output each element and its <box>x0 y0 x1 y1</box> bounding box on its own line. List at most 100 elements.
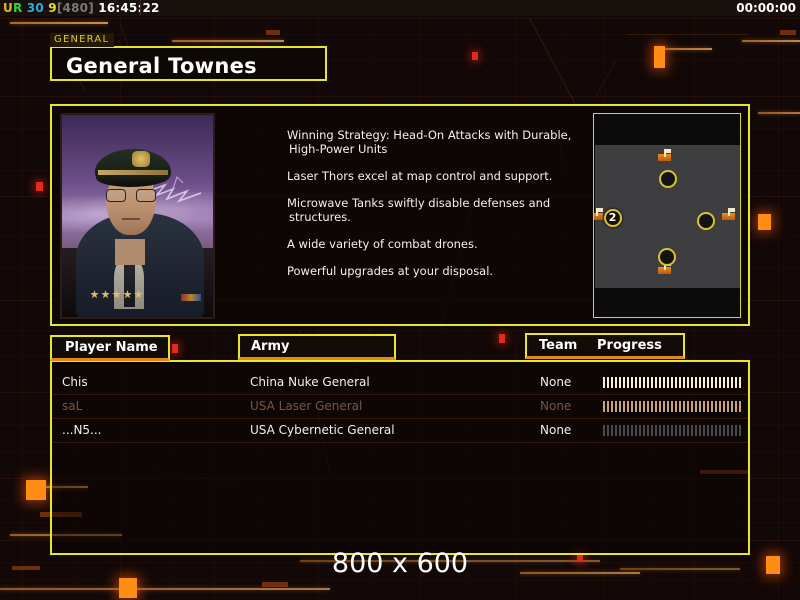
description-line: A wide variety of combat drones. <box>287 237 478 251</box>
progress-segment <box>611 377 613 388</box>
column-header-player-name[interactable]: Player Name <box>50 335 170 361</box>
progress-segment <box>695 425 697 436</box>
progress-segment <box>711 377 713 388</box>
performance-stats: UR 30 9[480] 16:45:22 <box>3 0 160 16</box>
progress-segment <box>727 377 729 388</box>
progress-segment <box>623 377 625 388</box>
progress-segment <box>731 377 733 388</box>
progress-segment <box>611 425 613 436</box>
progress-segment <box>651 377 653 388</box>
rank-star-icon <box>134 290 143 299</box>
general-info-panel: Winning Strategy: Head-On Attacks with D… <box>50 104 750 326</box>
progress-segment <box>703 425 705 436</box>
progress-segment <box>671 401 673 412</box>
row-divider <box>52 394 748 395</box>
player-name-cell: Chis <box>62 375 88 389</box>
bg-glow-line <box>758 112 800 114</box>
stat-ping: 9 <box>48 1 57 15</box>
progress-segment <box>687 401 689 412</box>
map-start-position[interactable] <box>696 211 715 230</box>
progress-segment <box>603 425 605 436</box>
progress-segment <box>663 425 665 436</box>
bg-glow-line <box>172 40 284 42</box>
game-timer: 00:00:00 <box>736 1 796 15</box>
map-start-position[interactable] <box>657 247 676 266</box>
progress-segment <box>651 401 653 412</box>
progress-segment <box>679 377 681 388</box>
general-portrait <box>60 113 215 319</box>
progress-segment <box>635 425 637 436</box>
progress-segment <box>739 401 741 412</box>
progress-segment <box>707 377 709 388</box>
progress-segment <box>691 425 693 436</box>
column-header-army-label: Army <box>251 339 290 354</box>
top-status-bar: UR 30 9[480] 16:45:22 00:00:00 <box>0 0 800 16</box>
map-start-position-occupied[interactable]: 2 <box>603 208 622 227</box>
map-preview[interactable]: 2 <box>593 113 741 318</box>
progress-segment <box>643 425 645 436</box>
portrait-glasses-icon <box>106 189 156 202</box>
progress-segment <box>671 425 673 436</box>
column-header-team-progress[interactable]: Team Progress <box>525 333 685 359</box>
progress-segment <box>715 425 717 436</box>
progress-segment <box>719 401 721 412</box>
map-flag-icon <box>721 207 735 220</box>
bg-hline <box>0 18 800 19</box>
progress-segment <box>707 425 709 436</box>
bg-glow-line <box>0 588 330 590</box>
map-start-position[interactable] <box>659 170 677 189</box>
progress-segment <box>735 401 737 412</box>
bg-vline <box>778 16 779 600</box>
progress-segment <box>611 401 613 412</box>
bg-hline <box>0 330 800 331</box>
bg-marker <box>654 46 665 68</box>
progress-segment <box>671 377 673 388</box>
progress-segment <box>631 425 633 436</box>
progress-segment <box>659 401 661 412</box>
row-divider <box>52 442 748 443</box>
general-name: General Townes <box>66 54 257 78</box>
progress-segment <box>679 425 681 436</box>
progress-segment <box>699 401 701 412</box>
player-team-cell: None <box>540 375 572 389</box>
progress-segment <box>707 401 709 412</box>
progress-segment <box>643 377 645 388</box>
player-progress-bar <box>603 401 743 412</box>
progress-segment <box>655 377 657 388</box>
bg-marker <box>499 334 505 343</box>
general-name-box[interactable]: General Townes <box>50 46 327 81</box>
progress-segment <box>727 401 729 412</box>
portrait-mouth <box>122 218 140 220</box>
progress-segment <box>631 401 633 412</box>
player-team-cell: None <box>540 399 572 413</box>
progress-segment <box>723 377 725 388</box>
player-row[interactable]: saL USA Laser General None <box>52 395 748 419</box>
progress-segment <box>739 425 741 436</box>
player-row[interactable]: ...N5... USA Cybernetic General None <box>52 419 748 443</box>
progress-segment <box>699 377 701 388</box>
rank-star-icon <box>123 290 132 299</box>
map-flag-icon <box>657 149 671 161</box>
player-row[interactable]: Chis China Nuke General None <box>52 371 748 395</box>
map-flag-icon <box>594 207 604 220</box>
bg-marker <box>262 582 288 587</box>
progress-segment <box>607 377 609 388</box>
resolution-label: 800 x 600 <box>331 548 469 579</box>
column-header-army[interactable]: Army <box>238 334 396 360</box>
progress-segment <box>715 377 717 388</box>
progress-segment <box>623 401 625 412</box>
progress-segment <box>619 401 621 412</box>
progress-segment <box>679 401 681 412</box>
portrait-tie <box>124 263 135 307</box>
progress-segment <box>675 377 677 388</box>
progress-segment <box>699 425 701 436</box>
rank-star-icon <box>112 290 121 299</box>
bg-marker <box>780 30 796 35</box>
bg-marker <box>12 566 40 570</box>
progress-segment <box>715 401 717 412</box>
progress-segment <box>683 401 685 412</box>
progress-segment <box>691 377 693 388</box>
player-progress-bar <box>603 377 743 388</box>
progress-segment <box>687 425 689 436</box>
bg-marker <box>26 480 46 500</box>
